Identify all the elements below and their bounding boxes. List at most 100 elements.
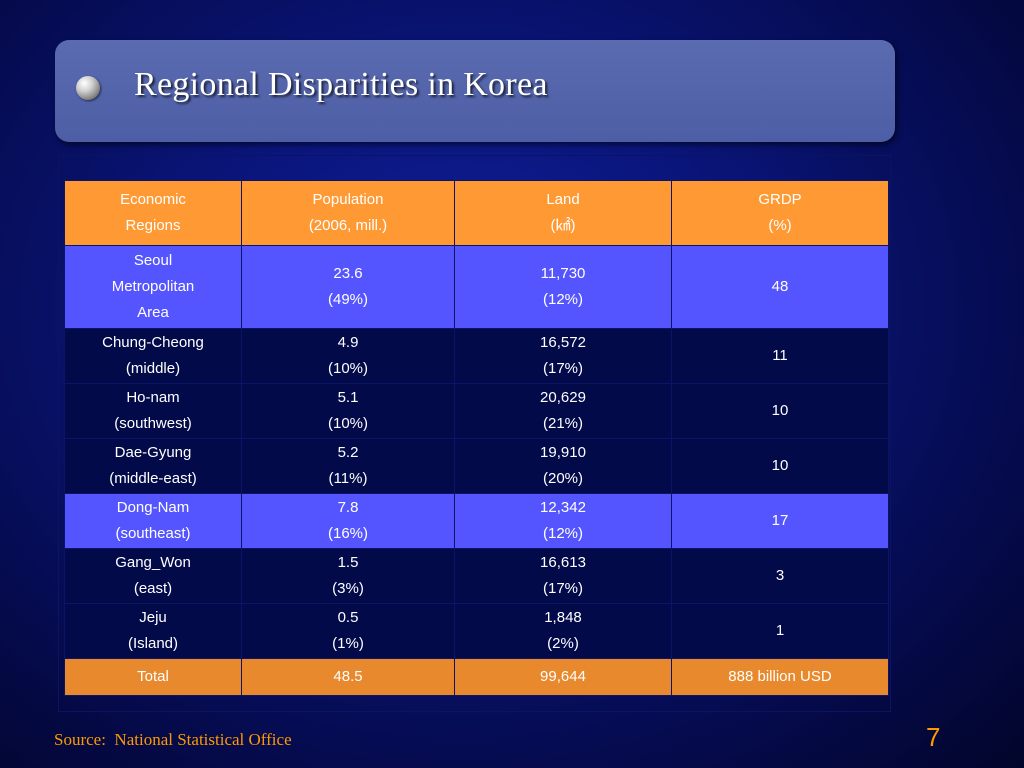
land-value: 16,613 (540, 554, 586, 571)
region-text: (southwest) (114, 415, 192, 432)
land-cell: 1,848 (2%) (454, 603, 672, 659)
land-cell: 19,910 (20%) (454, 438, 672, 494)
header-text: (2006, mill.) (308, 217, 388, 234)
total-population: 48.5 (241, 658, 455, 696)
population-value: 5.1 (337, 389, 359, 406)
header-cell-population: Population (2006, mill.) (241, 180, 455, 246)
grdp-cell: 3 (671, 548, 889, 604)
regional-data-table: Economic Regions Population (2006, mill.… (64, 180, 889, 696)
total-row: Total 48.5 99,644 888 billion USD (64, 658, 889, 696)
region-text: Seoul (133, 252, 173, 269)
population-value: 0.5 (337, 609, 359, 626)
region-text: Gang_Won (115, 554, 191, 571)
grdp-cell: 17 (671, 493, 889, 549)
land-value: 16,572 (540, 334, 586, 351)
header-text: Population (312, 191, 384, 208)
region-text: Jeju (139, 609, 167, 626)
table-row: Dong-Nam (southeast) 7.8 (16%) 12,342 (1… (64, 493, 889, 549)
land-value: 20,629 (540, 389, 586, 406)
region-text: (Island) (127, 635, 179, 652)
region-cell: Jeju (Island) (64, 603, 242, 659)
region-text: (southeast) (115, 525, 191, 542)
region-cell: Dong-Nam (southeast) (64, 493, 242, 549)
header-cell-grdp: GRDP (%) (671, 180, 889, 246)
header-text: Land (546, 191, 580, 208)
population-cell: 5.2 (11%) (241, 438, 455, 494)
land-value: 19,910 (540, 444, 586, 461)
population-share: (10%) (327, 415, 368, 432)
region-cell: Ho-nam (southwest) (64, 383, 242, 439)
land-share: (21%) (542, 415, 583, 432)
population-cell: 0.5 (1%) (241, 603, 455, 659)
population-share: (16%) (327, 525, 368, 542)
total-land: 99,644 (454, 658, 672, 696)
land-share: (2%) (547, 635, 579, 652)
header-text: (㎢) (550, 217, 576, 234)
region-cell: Seoul Metropolitan Area (64, 245, 242, 329)
population-value: 4.9 (337, 334, 359, 351)
region-text: Metropolitan (111, 278, 195, 295)
population-share: (49%) (327, 291, 368, 308)
population-value: 5.2 (337, 444, 359, 461)
land-value: 11,730 (540, 265, 586, 282)
header-cell-regions: Economic Regions (64, 180, 242, 246)
land-value: 12,342 (540, 499, 586, 516)
land-share: (20%) (542, 470, 583, 487)
header-row: Economic Regions Population (2006, mill.… (64, 180, 889, 246)
land-cell: 20,629 (21%) (454, 383, 672, 439)
region-cell: Chung-Cheong (middle) (64, 328, 242, 384)
table-frame (58, 155, 891, 712)
sphere-bullet-icon (76, 76, 100, 100)
population-value: 1.5 (337, 554, 359, 571)
table-row: Gang_Won (east) 1.5 (3%) 16,613 (17%) 3 (64, 548, 889, 604)
source-note: Source: National Statistical Office (54, 730, 292, 749)
region-text: Dae-Gyung (114, 444, 192, 461)
region-text: Ho-nam (126, 389, 180, 406)
population-share: (11%) (328, 470, 368, 487)
population-share: (1%) (332, 635, 364, 652)
total-label: Total (64, 658, 242, 696)
page-number: 7 (926, 722, 941, 752)
region-text: (middle) (125, 360, 181, 377)
population-value: 23.6 (333, 265, 363, 282)
land-share: (17%) (542, 580, 583, 597)
population-cell: 5.1 (10%) (241, 383, 455, 439)
table-row: Jeju (Island) 0.5 (1%) 1,848 (2%) 1 (64, 603, 889, 659)
total-grdp: 888 billion USD (671, 658, 889, 696)
population-share: (3%) (332, 580, 364, 597)
table-row: Seoul Metropolitan Area 23.6 (49%) 11,73… (64, 245, 889, 329)
region-cell: Gang_Won (east) (64, 548, 242, 604)
title-panel (55, 40, 895, 142)
grdp-cell: 10 (671, 383, 889, 439)
land-cell: 16,572 (17%) (454, 328, 672, 384)
region-text: (east) (133, 580, 173, 597)
header-text: Regions (125, 217, 181, 234)
land-cell: 12,342 (12%) (454, 493, 672, 549)
grdp-cell: 11 (671, 328, 889, 384)
grdp-cell: 1 (671, 603, 889, 659)
table-row: Ho-nam (southwest) 5.1 (10%) 20,629 (21%… (64, 383, 889, 439)
grdp-cell: 48 (671, 245, 889, 329)
land-share: (12%) (542, 291, 583, 308)
land-share: (12%) (542, 525, 583, 542)
header-text: (%) (768, 217, 792, 234)
slide-title: Regional Disparities in Korea (134, 66, 548, 103)
population-value: 7.8 (337, 499, 359, 516)
header-cell-land: Land (㎢) (454, 180, 672, 246)
region-text: Dong-Nam (116, 499, 190, 516)
population-cell: 23.6 (49%) (241, 245, 455, 329)
population-cell: 7.8 (16%) (241, 493, 455, 549)
table-row: Chung-Cheong (middle) 4.9 (10%) 16,572 (… (64, 328, 889, 384)
population-cell: 4.9 (10%) (241, 328, 455, 384)
land-cell: 16,613 (17%) (454, 548, 672, 604)
region-text: Chung-Cheong (102, 334, 204, 351)
region-text: (middle-east) (109, 470, 197, 487)
grdp-cell: 10 (671, 438, 889, 494)
region-text: Area (137, 304, 169, 321)
land-value: 1,848 (544, 609, 582, 626)
population-share: (10%) (327, 360, 368, 377)
land-share: (17%) (542, 360, 583, 377)
header-text: Economic (120, 191, 186, 208)
header-text: GRDP (758, 191, 802, 208)
table-row: Dae-Gyung (middle-east) 5.2 (11%) 19,910… (64, 438, 889, 494)
